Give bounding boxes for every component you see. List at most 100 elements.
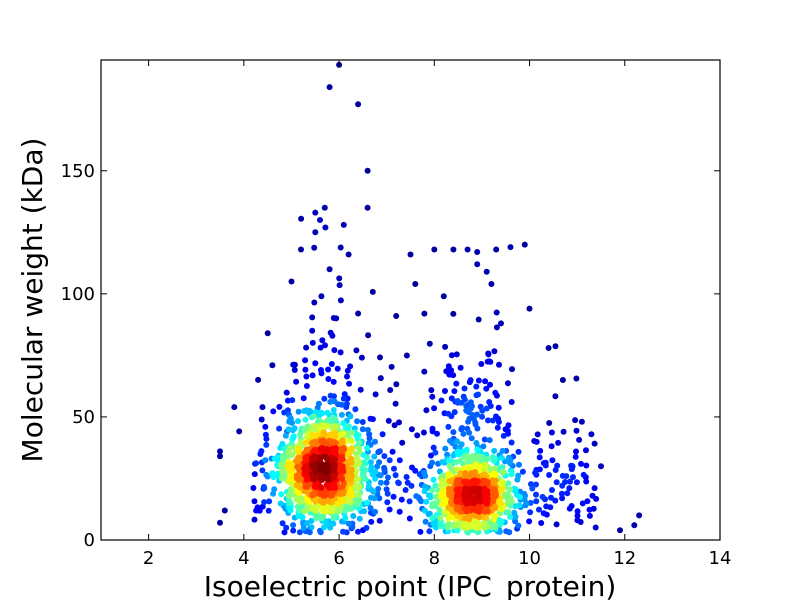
scatter-point (485, 351, 492, 358)
scatter-point (372, 508, 379, 515)
scatter-point (396, 457, 403, 464)
scatter-point (377, 479, 384, 486)
scatter-point (439, 487, 446, 494)
scatter-point (526, 518, 533, 525)
scatter-point (322, 453, 329, 460)
scatter-point (583, 462, 590, 469)
scatter-point (271, 455, 278, 462)
scatter-point (448, 352, 455, 359)
scatter-point (269, 362, 276, 369)
x-tick-label: 14 (709, 548, 732, 569)
scatter-point (432, 482, 439, 489)
scatter-point (255, 376, 262, 383)
scatter-point (363, 499, 370, 506)
scatter-point (438, 397, 445, 404)
scatter-point (344, 367, 351, 374)
scatter-point (345, 251, 352, 258)
scatter-point (391, 465, 397, 472)
scatter-point (251, 471, 258, 478)
scatter-point (278, 491, 285, 498)
scatter-point (372, 391, 379, 398)
scatter-point (298, 246, 304, 253)
scatter-point (546, 420, 553, 426)
scatter-point (536, 506, 542, 513)
scatter-point (519, 468, 526, 475)
scatter-point (290, 361, 297, 368)
scatter-point (352, 406, 359, 413)
scatter-point (376, 517, 383, 524)
scatter-point (334, 365, 341, 372)
scatter-point (463, 446, 470, 453)
scatter-point (463, 407, 470, 414)
scatter-point (398, 496, 405, 503)
scatter-point (341, 507, 348, 514)
scatter-point (563, 473, 570, 480)
scatter-point (391, 422, 398, 429)
scatter-point (574, 512, 581, 519)
scatter-point (318, 367, 324, 373)
scatter-point (408, 482, 415, 489)
scatter-point (309, 339, 316, 346)
scatter-point (484, 479, 491, 486)
scatter-point (553, 521, 560, 528)
scatter-point (262, 423, 269, 430)
scatter-point (579, 500, 586, 507)
scatter-point (270, 474, 277, 481)
scatter-point (337, 446, 344, 453)
scatter-point (479, 407, 486, 414)
scatter-point (453, 498, 460, 505)
scatter-point (429, 487, 436, 494)
y-tick-label: 150 (61, 161, 95, 182)
scatter-point (329, 332, 336, 339)
scatter-point (293, 482, 300, 489)
scatter-point (515, 522, 522, 529)
scatter-point (293, 496, 300, 503)
scatter-point (498, 454, 505, 461)
scatter-point (423, 407, 430, 414)
scatter-point (481, 436, 488, 443)
scatter-point (490, 471, 497, 478)
scatter-point (483, 268, 490, 275)
scatter-point (495, 419, 502, 425)
scatter-point (330, 378, 337, 385)
scatter-point (516, 494, 523, 501)
scatter-point (450, 429, 457, 436)
scatter-point (484, 455, 491, 462)
scatter-point (445, 410, 452, 417)
scatter-point (504, 380, 511, 387)
scatter-point (509, 366, 515, 373)
scatter-point (278, 461, 284, 468)
scatter-point (453, 479, 460, 486)
scatter-point (436, 506, 443, 513)
scatter-point (508, 439, 515, 446)
scatter-point (363, 454, 370, 461)
scatter-point (263, 471, 270, 478)
x-tick-label: 10 (518, 548, 541, 569)
scatter-point (488, 281, 495, 287)
scatter-point (368, 518, 375, 525)
scatter-point (371, 453, 378, 460)
scatter-point (474, 249, 481, 255)
scatter-point (495, 404, 502, 411)
scatter-point (280, 456, 286, 463)
scatter-point (377, 375, 384, 382)
scatter-point (356, 445, 363, 452)
scatter-point (350, 513, 357, 519)
scatter-point (474, 487, 481, 494)
scatter-point (505, 509, 512, 515)
scatter-point (437, 515, 444, 522)
scatter-point (296, 467, 303, 474)
scatter-point (295, 490, 302, 497)
scatter-point (539, 493, 546, 500)
scatter-point (446, 478, 453, 485)
scatter-point (389, 448, 396, 455)
scatter-point (349, 492, 355, 499)
scatter-point (533, 438, 540, 445)
scatter-point (324, 409, 331, 416)
scatter-point (552, 343, 559, 350)
scatter-point (319, 337, 326, 344)
scatter-point (319, 467, 326, 473)
scatter-point (392, 400, 399, 407)
scatter-point (270, 490, 277, 497)
scatter-point (462, 469, 469, 476)
